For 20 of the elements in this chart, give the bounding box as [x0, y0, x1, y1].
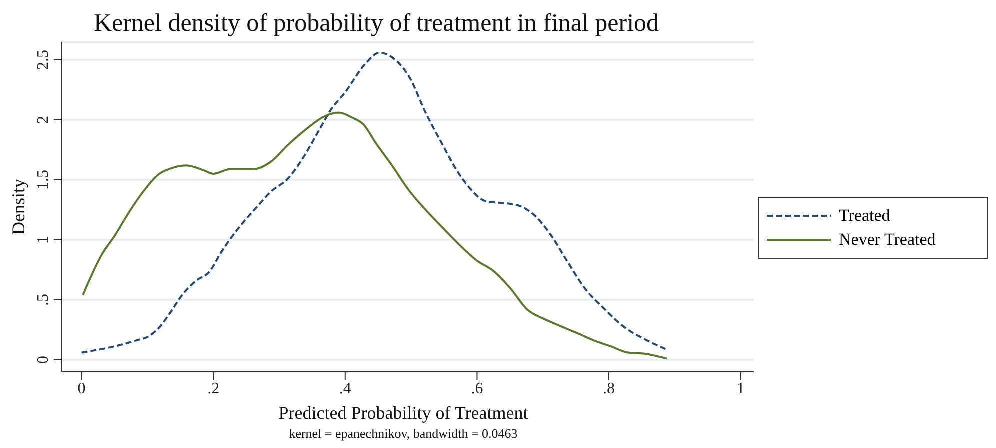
x-tick-label: 0 [78, 380, 86, 398]
x-axis-title: Predicted Probability of Treatment [278, 403, 530, 424]
legend-label: Never Treated [839, 230, 936, 250]
x-tick-label: .8 [603, 380, 616, 398]
y-tick-label: 1 [35, 236, 52, 244]
line-series [80, 52, 667, 354]
y-tick-label: .5 [35, 294, 52, 306]
line-series [82, 112, 668, 360]
legend-label: Treated [839, 206, 890, 226]
y-tick-label: 2.5 [35, 50, 52, 70]
chart-title: Kernel density of probability of treatment in final period [92, 10, 660, 38]
x-tick-label: .4 [339, 380, 352, 398]
y-tick-label: 1.5 [35, 170, 52, 190]
y-axis-title: Density [8, 179, 28, 235]
x-tick-label: .6 [471, 380, 484, 398]
y-tick-label: 2 [35, 116, 52, 124]
text: kernel = epanechnikov, bandwidth = 0.0463 [288, 426, 519, 442]
y-tick-label: 0 [35, 356, 52, 364]
x-tick-label: 1 [736, 380, 745, 398]
x-tick-label: .2 [208, 380, 220, 398]
